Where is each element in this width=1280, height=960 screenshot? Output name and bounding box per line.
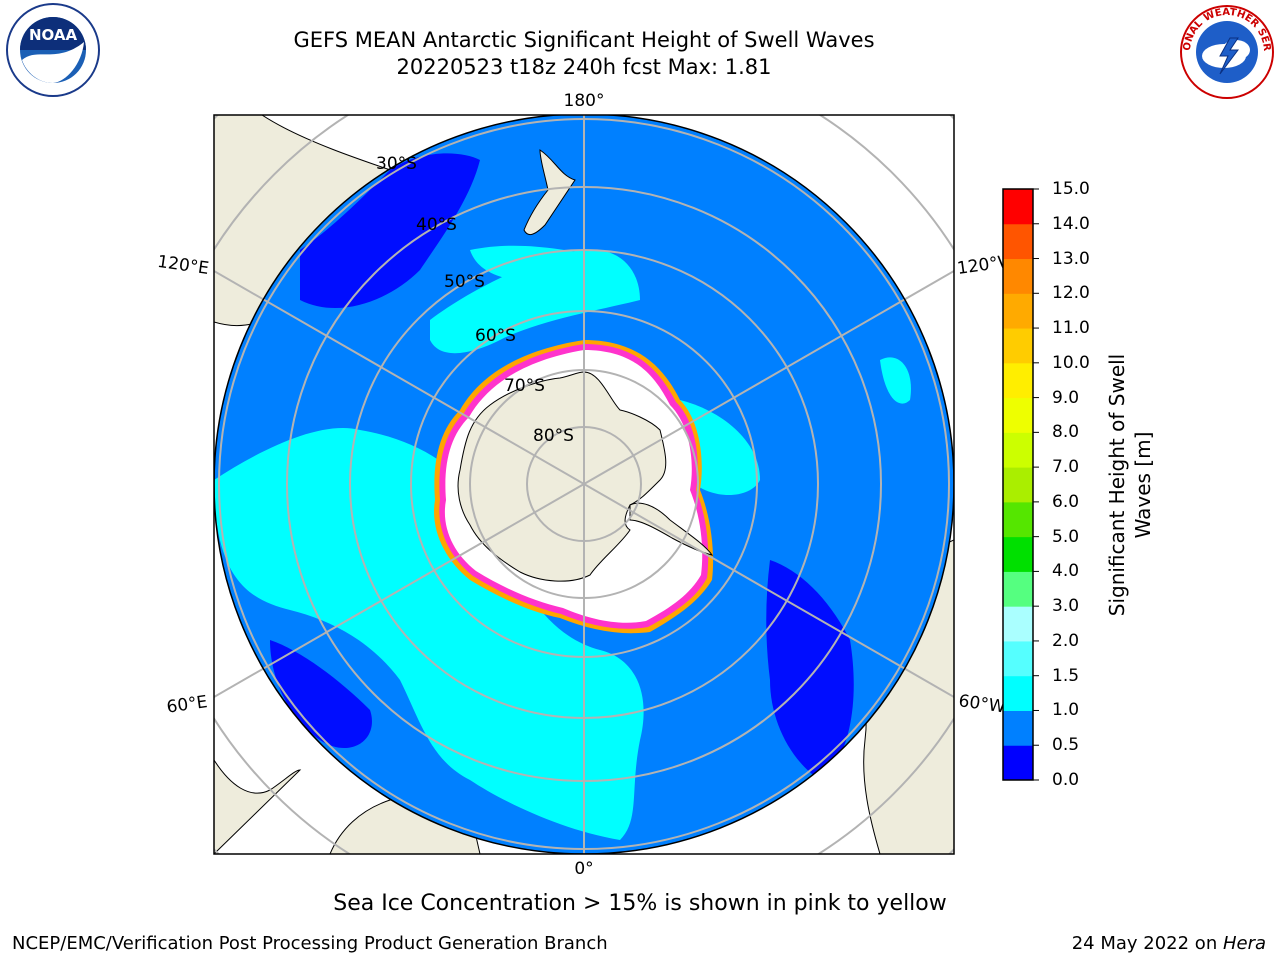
colorbar-segment [1003,189,1033,225]
colorbar-tick-label: 14.0 [1052,213,1090,234]
lat-label-40s: 40°S [416,215,457,235]
lon-label-0: 0° [574,859,593,879]
noaa-logo-text: NOAA [29,26,78,44]
footer-host: Hera [1222,933,1266,954]
colorbar-segment [1003,328,1033,364]
chart-title: GEFS MEAN Antarctic Significant Height o… [293,28,875,52]
colorbar-segment [1003,536,1033,572]
colorbar-segment [1003,432,1033,468]
map-frame [213,114,955,855]
sea-ice-note: Sea Ice Concentration > 15% is shown in … [333,891,947,916]
swell-1m-region [880,357,911,404]
swell-1m-region [470,245,608,286]
antarctic-peninsula-landmass [629,502,714,556]
new-zealand-landmass [523,149,576,236]
lon-label-60w: 60°W [957,691,1006,717]
colorbar-segment [1003,362,1033,399]
colorbar-tick-label: 8.0 [1052,422,1080,443]
colorbar-segment [1003,258,1033,294]
colorbar-tick-label: 10.0 [1052,352,1090,373]
footer-credit: NCEP/EMC/Verification Post Processing Pr… [12,933,608,954]
low-swell-region [270,640,372,749]
colorbar-tick-label: 3.0 [1052,596,1080,617]
antarctica-landmass [457,371,667,582]
colorbar-tick-label: 1.5 [1052,665,1080,686]
lon-label-120e: 120°E [156,252,210,279]
colorbar-segment [1003,745,1033,781]
graticule [214,115,954,854]
lat-label-30s: 30°S [376,154,417,174]
lat-label-80s: 80°S [533,426,574,446]
colorbar-segment [1003,640,1033,677]
colorbar-segment [1003,293,1033,329]
lat-label-50s: 50°S [444,272,485,292]
nws-logo: NATIONAL WEATHER SERVICE [1176,4,1274,99]
swell-1m-region [214,428,644,840]
colorbar-tick-label: 15.0 [1052,179,1090,199]
footer-date: 24 May 2022 on Hera [1071,933,1266,954]
colorbar-tick-label: 7.0 [1052,457,1080,478]
colorbar-tick-label: 13.0 [1052,248,1090,269]
colorbar-segment [1003,710,1033,746]
colorbar-tick-label: 0.0 [1052,770,1080,790]
chart-subtitle: 20220523 t18z 240h fcst Max: 1.81 [396,55,772,79]
low-swell-region [300,153,480,309]
colorbar-tick-label: 2.0 [1052,630,1080,651]
colorbar-segment [1003,397,1033,433]
colorbar-segment [1003,675,1033,711]
colorbar-tick-label: 12.0 [1052,283,1090,304]
colorbar [1003,188,1039,781]
low-swell-region [766,560,854,780]
colorbar-tick-label: 4.0 [1052,561,1080,582]
colorbar-tick-label: 9.0 [1052,387,1080,408]
noaa-logo: NOAA [6,3,100,97]
colorbar-segment [1003,606,1033,642]
colorbar-segment [1003,571,1033,607]
colorbar-tick-label: 5.0 [1052,526,1080,547]
lon-label-180: 180° [564,91,605,111]
lon-label-60e: 60°E [165,692,208,717]
colorbar-segment [1003,501,1033,538]
colorbar-label: Significant Height of Swell Waves [m] [1105,353,1155,617]
colorbar-tick-label: 0.5 [1052,735,1080,756]
colorbar-segment [1003,223,1033,260]
colorbar-segment [1003,467,1033,503]
colorbar-tick-label: 11.0 [1052,318,1090,339]
lat-label-70s: 70°S [504,376,545,396]
colorbar-tick-label: 1.0 [1052,700,1080,721]
colorbar-frame [1002,188,1034,781]
lat-label-60s: 60°S [475,326,516,346]
colorbar-tick-label: 6.0 [1052,491,1080,512]
